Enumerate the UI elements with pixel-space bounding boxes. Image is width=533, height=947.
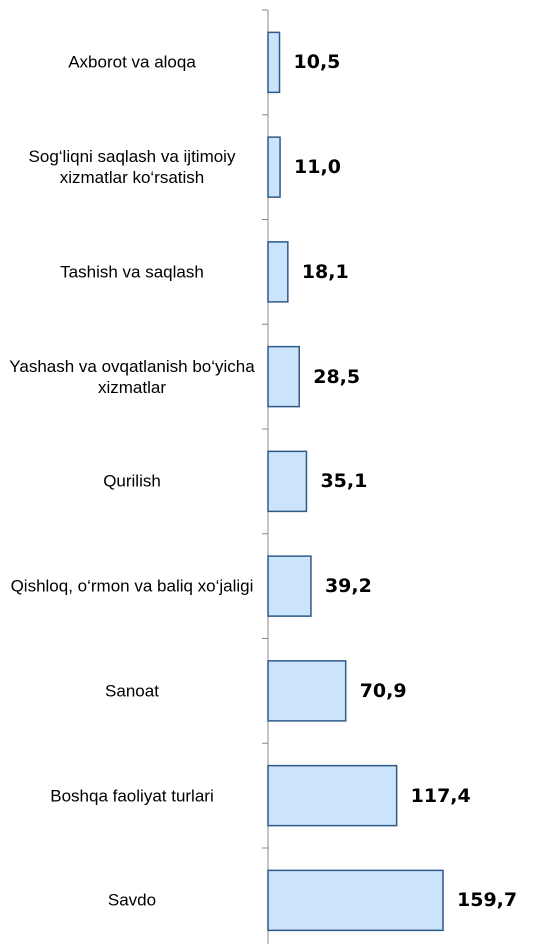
value-label: 70,9: [359, 679, 407, 702]
category-label: Boshqa faoliyat turlari: [50, 786, 214, 806]
bar: [267, 450, 308, 513]
bar: [267, 869, 444, 932]
value-label: 18,1: [301, 260, 349, 283]
bar: [267, 764, 398, 827]
bar: [267, 31, 281, 94]
value-label: 159,7: [457, 889, 518, 912]
category-label: Tashish va saqlash: [60, 262, 204, 282]
category-label: Axborot va aloqa: [68, 52, 196, 72]
bar: [267, 345, 300, 408]
bar: [267, 136, 281, 198]
value-label: 39,2: [324, 575, 372, 598]
category-label: Savdo: [107, 890, 157, 910]
category-label: Qishloq, o‘rmon va baliq xo‘jaligi: [10, 576, 254, 596]
category-label: Yashash va ovqatlanish bo‘yicha xizmatla…: [9, 356, 255, 397]
bar: [267, 660, 347, 722]
category-label: Qurilish: [103, 471, 161, 491]
value-label: 11,0: [294, 156, 341, 179]
bar: [267, 555, 312, 617]
value-label: 35,1: [320, 470, 368, 493]
value-label: 117,4: [410, 784, 471, 807]
category-label: Sog‘liqni saqlash va ijtimoiy xizmatlar …: [28, 147, 236, 188]
category-label: Sanoat: [105, 681, 159, 701]
value-label: 10,5: [293, 51, 341, 74]
bar: [267, 241, 289, 303]
value-label: 28,5: [313, 365, 361, 388]
